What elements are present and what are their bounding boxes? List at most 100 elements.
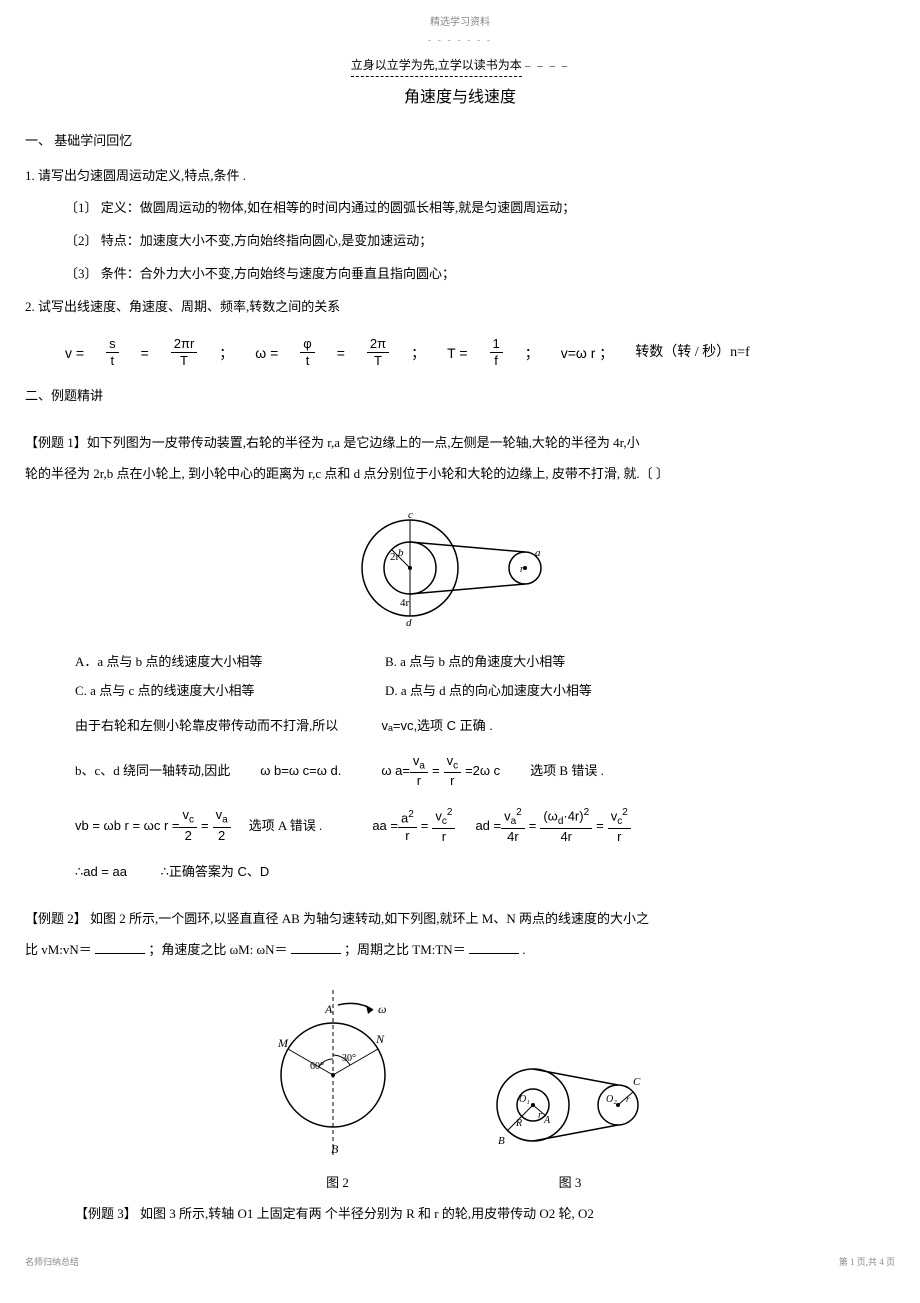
ex2-line2: 比 vM:vN＝ ；角速度之比 ωM: ωN＝ ；周期之比 TM:TN＝ .	[25, 934, 895, 965]
fig3-svg: O₁ O₂ R r A B C r	[478, 1050, 663, 1160]
frac-s-t: s t	[106, 336, 119, 371]
sol1b: vₐ=vc,选项 C 正确 .	[382, 718, 493, 733]
svg-text:a: a	[535, 547, 541, 559]
ex2d: .	[522, 942, 525, 957]
svg-text:R: R	[515, 1118, 522, 1129]
frac-va2-4r: va2 4r	[501, 806, 525, 846]
footer-left: 名师归纳总结	[25, 1255, 79, 1269]
svg-text:r: r	[626, 1094, 630, 1104]
num-2pir: 2πr	[171, 336, 198, 354]
q1-def: 〔1〕 定义：做圆周运动的物体,如在相等的时间内通过的圆弧长相等,就是匀速圆周运…	[65, 198, 895, 219]
T-equals: T =	[447, 342, 467, 364]
n-vc2: vc	[179, 807, 197, 828]
sol4b: ∴正确答案为 C、D	[161, 864, 270, 879]
ex2-line1: 【例题 2】 如图 2 所示,一个圆环,以竖直直径 AB 为轴匀速转动,如下列图…	[25, 903, 895, 934]
semi1: ；	[219, 342, 233, 364]
frac-2pi-T: 2π T	[367, 336, 389, 371]
frac-vc2-r2: vc2 r	[608, 806, 631, 846]
semi2: ；	[411, 342, 425, 364]
svg-text:B: B	[498, 1135, 505, 1147]
semi3: ；	[525, 342, 539, 364]
svg-text:30°: 30°	[342, 1053, 356, 1064]
n-vc: vc	[444, 753, 462, 774]
eq7: =	[596, 816, 604, 837]
fig2-svg: 30° 60° A B M N ω	[258, 985, 418, 1160]
blank1	[95, 940, 145, 954]
d-r4: r	[432, 829, 455, 846]
ex2b: ；角速度之比 ωM: ωN＝	[148, 942, 287, 957]
frac-a2-r: a2 r	[398, 808, 417, 845]
sol3c: aa =	[372, 816, 398, 837]
section-2-heading: 二、例题精讲	[25, 386, 895, 407]
svg-text:O₁: O₁	[519, 1094, 530, 1105]
n-a2: a2	[398, 808, 417, 828]
frac-vc-2: vc 2	[179, 807, 197, 844]
blank3	[469, 940, 519, 954]
sol2c: ω a=	[381, 761, 410, 782]
frac-va-r: va r	[410, 753, 428, 790]
v-equals: v =	[65, 342, 84, 364]
svg-text:C: C	[633, 1076, 641, 1088]
ex1-line2: 轮的半径为 2r,b 点在小轮上, 到小轮中心的距离为 r,c 点和 d 点分别…	[25, 458, 895, 489]
header-dashes: - - - - - - -	[25, 33, 895, 49]
n-bracket: (ωd·4r)2	[540, 806, 592, 829]
d-r1: r	[410, 773, 428, 790]
svg-text:b: b	[398, 547, 404, 559]
ex2a: 比 vM:vN＝	[25, 942, 92, 957]
eq4: =	[201, 816, 209, 837]
figures-2-3-row: 30° 60° A B M N ω 图 2 O₁ O₂ R	[25, 985, 895, 1194]
header-motto: 立身以立学为先,立学以读书为本	[351, 56, 522, 77]
fig3-caption: 图 3	[478, 1173, 663, 1194]
sol-line2: b、c、d 绕同一轴转动,因此 ω b=ω c=ω d. ω a= va r =…	[75, 753, 895, 790]
figure-1: c 2r b 4r d a r	[25, 508, 895, 635]
den-t2: t	[300, 353, 314, 370]
zhuanshu: 转数（转 / 秒）n=f	[635, 342, 749, 364]
v-omega-r: v=ω r ；	[561, 342, 614, 364]
frac-omega4r-4r: (ωd·4r)2 4r	[540, 806, 592, 846]
sol2b: ω b=ω c=ω d.	[260, 761, 341, 782]
d-2b: 2	[213, 828, 231, 845]
svg-text:60°: 60°	[310, 1061, 324, 1072]
svg-text:4r: 4r	[400, 597, 410, 609]
svg-text:O₂: O₂	[606, 1094, 617, 1105]
sol3b: 选项 A 错误 .	[249, 816, 323, 837]
n-va2: va	[213, 807, 231, 828]
blank2	[291, 940, 341, 954]
n-vc2b: vc2	[432, 806, 455, 829]
frac-phi-t: φ t	[300, 336, 314, 371]
figure-2: 30° 60° A B M N ω 图 2	[258, 985, 418, 1194]
svg-text:r: r	[538, 1110, 542, 1121]
eq6: =	[529, 816, 537, 837]
d-4r1: 4r	[501, 829, 525, 846]
choice-A: A．a 点与 b 点的线速度大小相等	[75, 652, 385, 673]
q1-condition: 〔3〕 条件：合外力大小不变,方向始终与速度方向垂直且指向圆心；	[65, 264, 895, 285]
svg-text:A: A	[543, 1115, 551, 1126]
den-t: t	[106, 353, 119, 370]
sol4a: ∴ad = aa	[75, 864, 127, 879]
svg-text:M: M	[277, 1036, 289, 1050]
formula-row: v = s t = 2πr T ； ω = φ t = 2π T ； T = 1…	[65, 336, 895, 371]
svg-text:B: B	[331, 1142, 339, 1156]
sol2a: b、c、d 绕同一轴转动,因此	[75, 761, 230, 782]
num-phi: φ	[300, 336, 314, 354]
header-motto-wrap: 立身以立学为先,立学以读书为本	[25, 55, 895, 77]
sol-line4: ∴ad = aa ∴正确答案为 C、D	[75, 862, 895, 883]
omega-equals: ω =	[255, 342, 278, 364]
ex2c: ；周期之比 TM:TN＝	[344, 942, 466, 957]
num-s: s	[106, 336, 119, 354]
footer-right: 第 1 页,共 4 页	[839, 1255, 895, 1269]
svg-text:c: c	[408, 509, 413, 521]
section-1-heading: 一、 基础学问回忆	[25, 131, 895, 152]
q2-text: 2. 试写出线速度、角速度、周期、频率,转数之间的关系	[25, 297, 895, 318]
frac-vc-r: vc r	[444, 753, 462, 790]
choice-D: D. a 点与 d 点的向心加速度大小相等	[385, 681, 592, 702]
svg-text:A: A	[324, 1002, 333, 1016]
d-r2: r	[444, 773, 462, 790]
sol3d: ad =	[475, 816, 501, 837]
num-2pi: 2π	[367, 336, 389, 354]
den-f: f	[490, 353, 503, 370]
svg-text:d: d	[406, 617, 412, 628]
sol1a: 由于右轮和左侧小轮靠皮带传动而不打滑,所以	[75, 718, 338, 733]
example-3: 【例题 3】 如图 3 所示,转轴 O1 上固定有两 个半径分别为 R 和 r …	[75, 1204, 895, 1225]
eq1: =	[141, 342, 149, 364]
